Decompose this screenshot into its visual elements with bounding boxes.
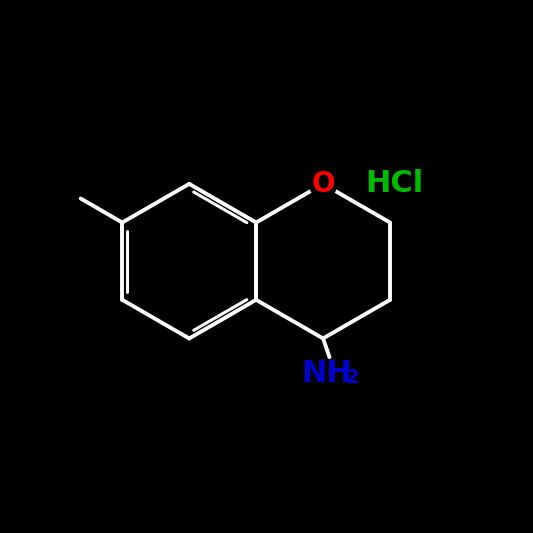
Text: NH: NH: [302, 359, 352, 387]
Text: 2: 2: [345, 368, 359, 387]
Text: HCl: HCl: [365, 169, 423, 198]
Circle shape: [309, 170, 337, 198]
Text: O: O: [311, 170, 335, 198]
